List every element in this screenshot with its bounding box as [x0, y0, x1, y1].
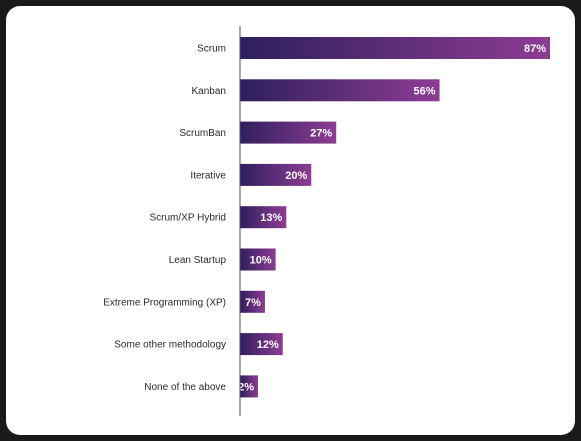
category-label: Some other methodology — [114, 340, 226, 351]
value-label: 13% — [260, 212, 282, 224]
value-label: 7% — [245, 297, 261, 309]
value-label: 12% — [257, 339, 279, 351]
bar-scrum-xp-hybrid — [240, 206, 287, 229]
bar-some-other-methodology — [240, 333, 283, 356]
value-label: 10% — [250, 255, 272, 267]
category-labels-group: Scrum Kanban ScrumBan Iterative Scrum/XP Hyb… — [103, 44, 226, 393]
chart-card: Scrum Kanban ScrumBan Iterative Scrum/XP Hyb… — [6, 6, 575, 435]
value-label: 87% — [524, 43, 546, 55]
value-label: 20% — [285, 170, 307, 182]
bar-scrum — [240, 37, 550, 59]
value-labels-group: 87% 56% 27% 20% 13% 10% 7% 12% 2% — [238, 43, 546, 393]
category-label: Lean Startup — [169, 255, 227, 266]
category-label: Kanban — [192, 86, 226, 97]
bar-none-of-the-above — [240, 375, 258, 398]
category-label: Iterative — [190, 170, 226, 181]
bar-lean-startup — [240, 248, 276, 271]
value-label: 27% — [310, 128, 332, 140]
category-label: None of the above — [144, 382, 226, 393]
category-label: ScrumBan — [179, 128, 226, 139]
bar-extreme-programming-xp — [240, 290, 265, 313]
category-label: Scrum — [197, 44, 226, 55]
bar-chart: Scrum Kanban ScrumBan Iterative Scrum/XP Hyb… — [103, 26, 550, 416]
bars-group — [240, 37, 550, 398]
bar-kanban — [240, 79, 440, 102]
bar-iterative — [240, 163, 312, 186]
value-label: 56% — [414, 85, 436, 97]
value-label: 2% — [238, 381, 254, 393]
category-label: Scrum/XP Hybrid — [149, 213, 226, 224]
bar-scrumban — [240, 121, 337, 144]
category-label: Extreme Programming (XP) — [103, 297, 226, 308]
